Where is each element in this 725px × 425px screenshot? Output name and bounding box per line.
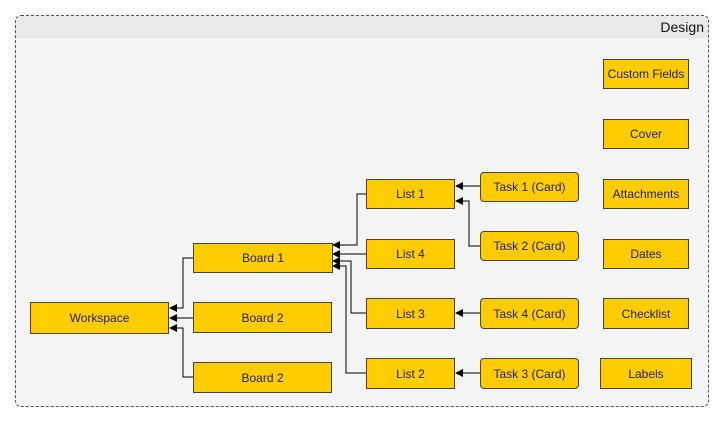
list-4-node[interactable]: List 4 bbox=[366, 239, 455, 269]
edge-list2-board1 bbox=[332, 262, 366, 374]
cover-node[interactable]: Cover bbox=[603, 119, 689, 149]
container-header: Design bbox=[16, 16, 708, 38]
board-2-node[interactable]: Board 2 bbox=[193, 302, 332, 333]
checklist-node[interactable]: Checklist bbox=[603, 298, 689, 329]
task-3-card-node[interactable]: Task 3 (Card) bbox=[480, 358, 579, 389]
list-1-node[interactable]: List 1 bbox=[366, 179, 455, 209]
design-container: Design bbox=[15, 15, 709, 407]
edge-board2b-workspace bbox=[169, 324, 193, 378]
edge-board1-workspace bbox=[169, 257, 193, 312]
dates-node[interactable]: Dates bbox=[603, 239, 689, 269]
edge-list3-board1 bbox=[332, 257, 366, 314]
attachments-node[interactable]: Attachments bbox=[603, 179, 689, 209]
container-title: Design bbox=[660, 19, 704, 35]
task-2-card-node[interactable]: Task 2 (Card) bbox=[480, 231, 579, 261]
board-1-node[interactable]: Board 1 bbox=[193, 243, 333, 273]
list-3-node[interactable]: List 3 bbox=[366, 298, 455, 329]
edge-list1-board1 bbox=[332, 193, 366, 249]
custom-fields-node[interactable]: Custom Fields bbox=[603, 59, 689, 89]
task-1-card-node[interactable]: Task 1 (Card) bbox=[480, 172, 579, 202]
labels-node[interactable]: Labels bbox=[600, 358, 692, 389]
workspace-node[interactable]: Workspace bbox=[30, 302, 169, 334]
edge-task2-list1 bbox=[455, 197, 480, 247]
list-2-node[interactable]: List 2 bbox=[366, 358, 455, 389]
task-4-card-node[interactable]: Task 4 (Card) bbox=[480, 298, 579, 329]
board-2-node-second[interactable]: Board 2 bbox=[193, 362, 332, 393]
